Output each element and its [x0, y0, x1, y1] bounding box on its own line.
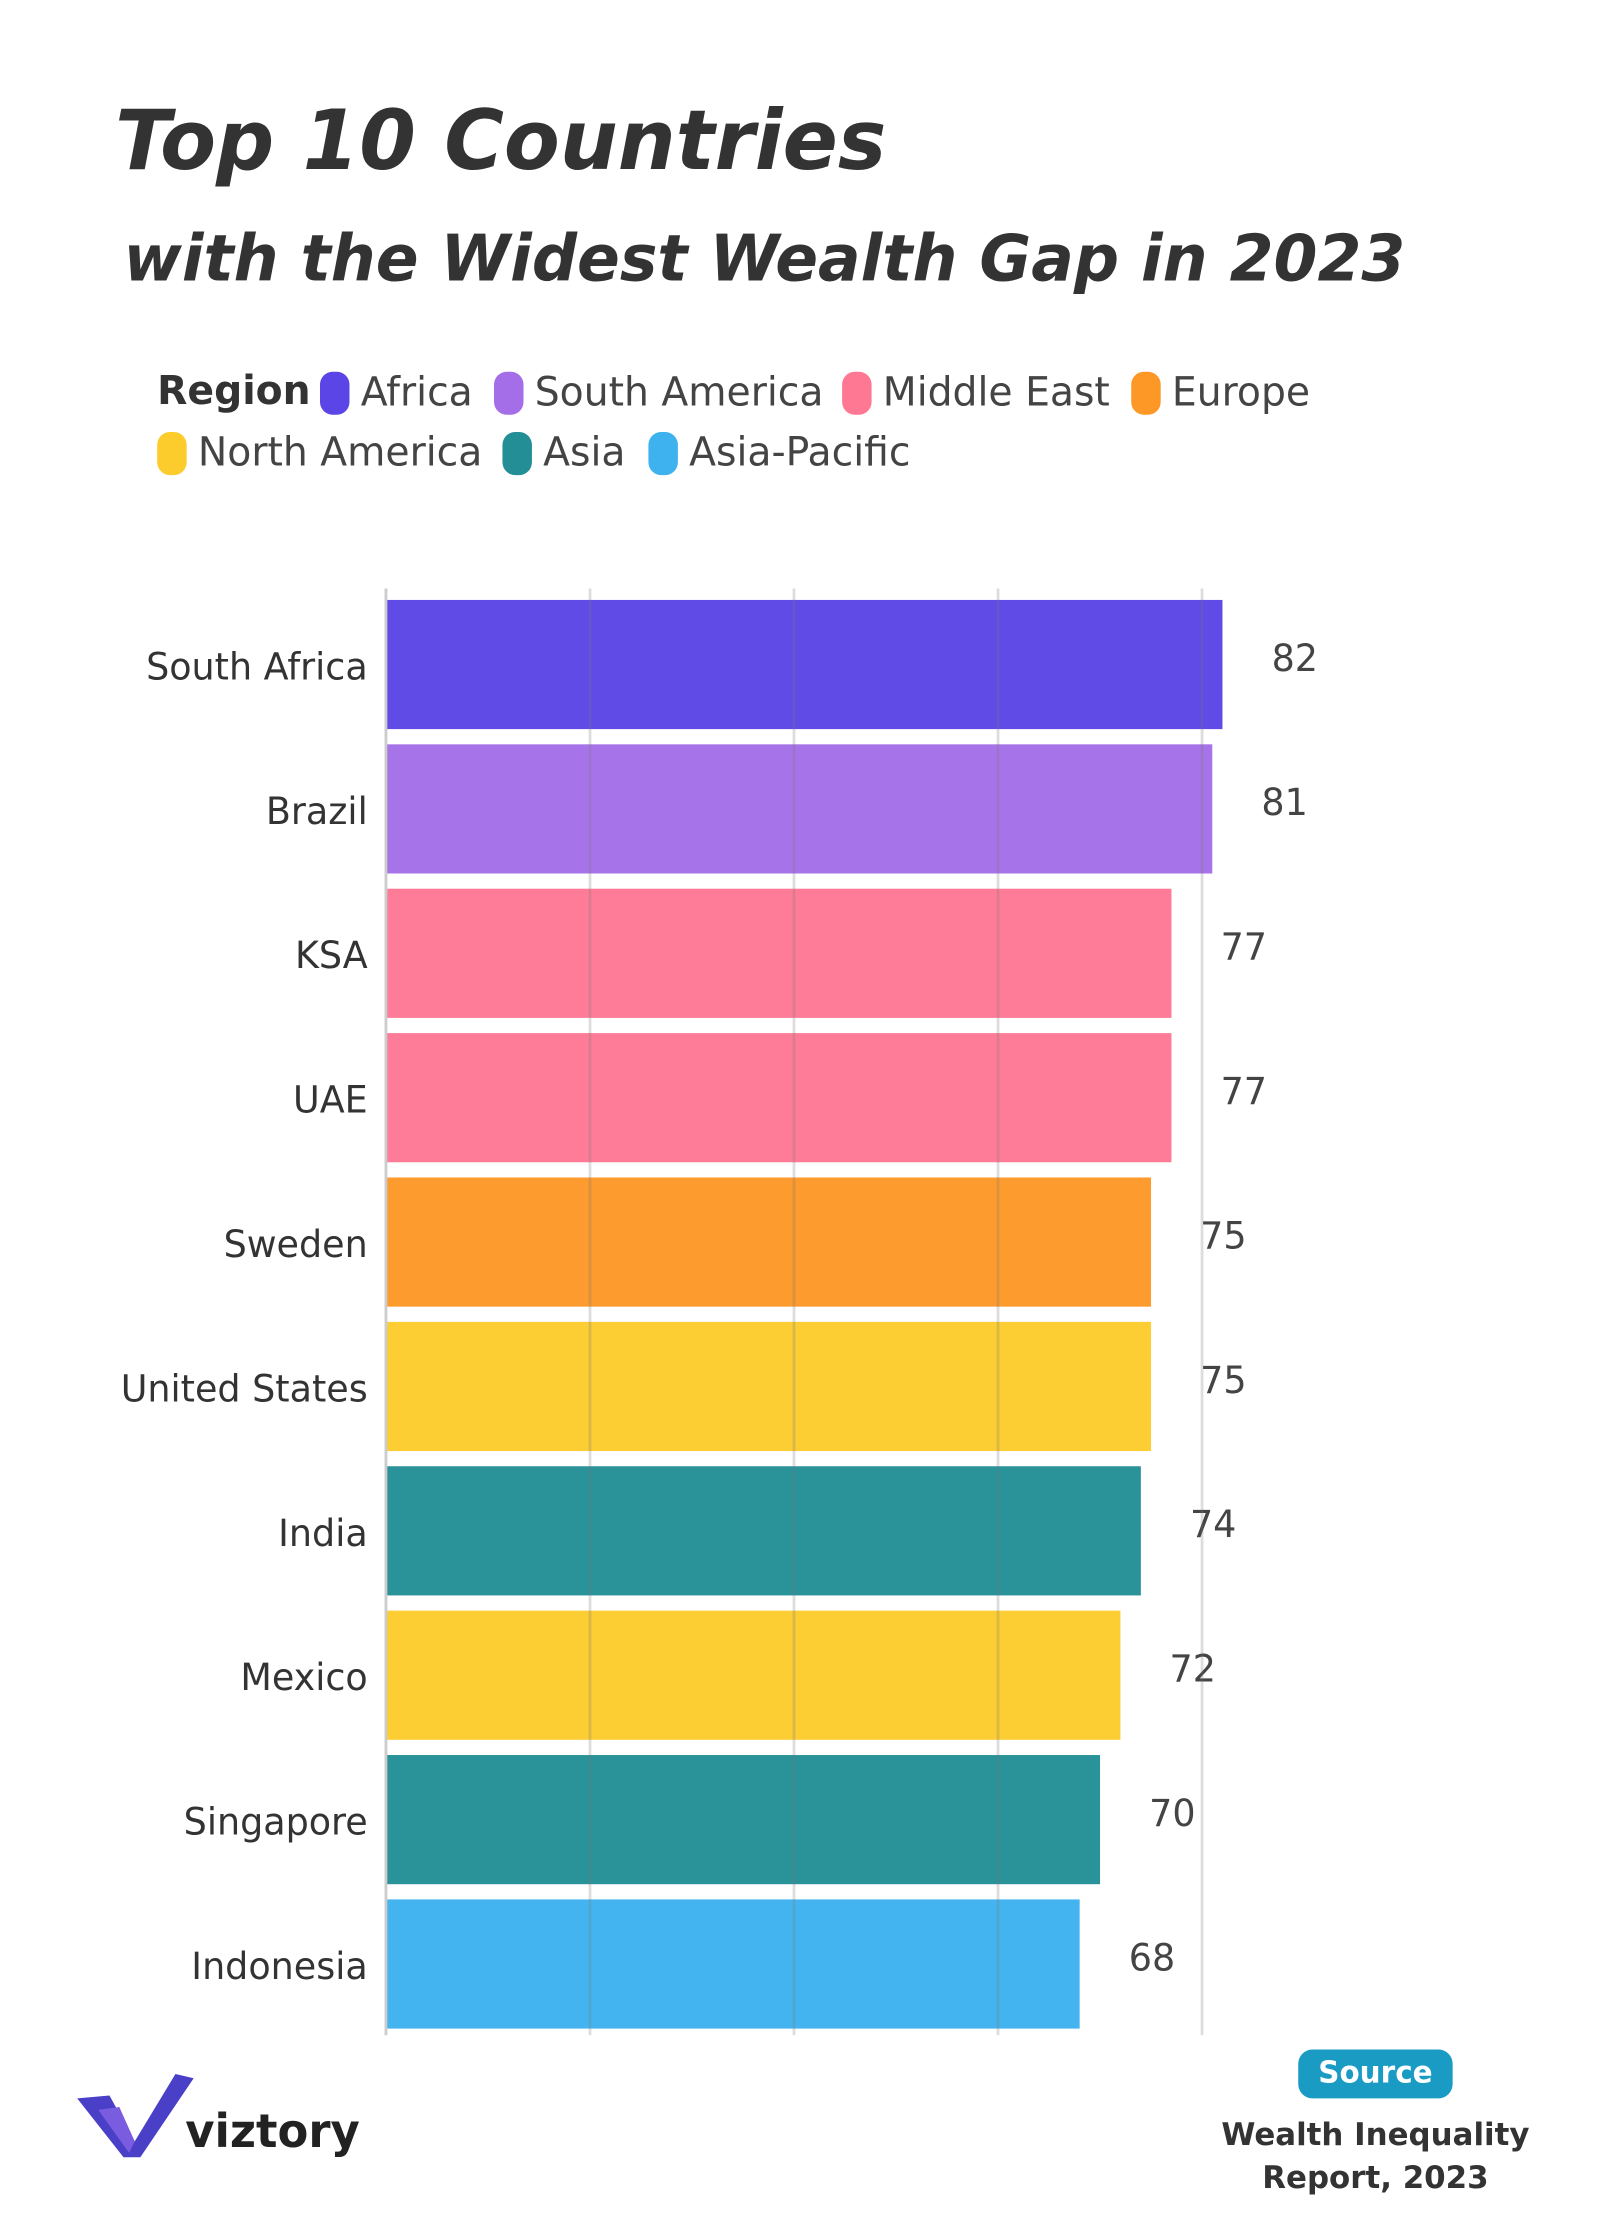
- legend-swatch: [320, 371, 350, 415]
- source-badge: [1298, 2049, 1453, 2099]
- legend-label: Asia: [543, 429, 625, 476]
- y-tick-label: United States: [121, 1367, 368, 1410]
- legend-label: Africa: [361, 369, 473, 416]
- legend-swatch: [494, 371, 524, 415]
- source-label: Source: [1318, 2055, 1432, 2090]
- y-tick-label: Mexico: [240, 1656, 367, 1699]
- y-tick-label: KSA: [295, 934, 368, 977]
- value-label: 74: [1190, 1503, 1236, 1546]
- y-tick-label: India: [278, 1511, 368, 1554]
- value-label: 70: [1149, 1792, 1195, 1835]
- bar: [385, 1466, 1141, 1596]
- legend-swatch: [1131, 371, 1161, 415]
- logo-mark: [98, 2106, 135, 2153]
- value-label: 82: [1272, 636, 1318, 679]
- legend-title: Region: [157, 367, 310, 414]
- brand: viztory: [185, 2104, 359, 2158]
- y-tick-label: UAE: [293, 1078, 368, 1121]
- value-label: 68: [1129, 1936, 1175, 1979]
- bar: [385, 599, 1223, 730]
- value-label: 75: [1200, 1214, 1246, 1257]
- chart-title: Top 10 Countries: [115, 93, 886, 189]
- logo-mark: [77, 2073, 194, 2158]
- legend-swatch: [157, 432, 187, 476]
- legend-swatch: [842, 371, 872, 415]
- bar: [385, 1755, 1101, 1885]
- legend-swatch: [648, 432, 678, 476]
- source-text: Wealth Inequality: [1221, 2116, 1529, 2152]
- value-label: 77: [1221, 1070, 1267, 1113]
- value-label: 77: [1221, 925, 1267, 968]
- y-tick-label: Singapore: [184, 1800, 368, 1843]
- bar: [385, 1177, 1152, 1307]
- y-tick-label: Sweden: [224, 1223, 368, 1266]
- legend-label: South America: [535, 369, 824, 416]
- value-label: 72: [1170, 1647, 1216, 1690]
- legend-label: Asia-Pacific: [689, 429, 910, 476]
- bar: [385, 888, 1172, 1018]
- chart-subtitle: with the Widest Wealth Gap in 2023: [124, 222, 1406, 297]
- value-label: 81: [1261, 781, 1307, 824]
- bar: [385, 1321, 1152, 1452]
- legend-label: Europe: [1172, 369, 1310, 416]
- legend-label: Middle East: [883, 369, 1110, 416]
- bar: [385, 1033, 1172, 1163]
- value-label: 75: [1200, 1358, 1246, 1401]
- bar: [385, 744, 1213, 874]
- legend-label: North America: [198, 429, 482, 476]
- legend-swatch: [502, 432, 532, 476]
- source-text: Report, 2023: [1262, 2160, 1488, 2196]
- y-tick-label: South Africa: [146, 645, 368, 688]
- y-tick-label: Indonesia: [191, 1945, 367, 1988]
- bar: [385, 1899, 1080, 2029]
- bar: [385, 1610, 1121, 1740]
- y-tick-label: Brazil: [266, 789, 368, 832]
